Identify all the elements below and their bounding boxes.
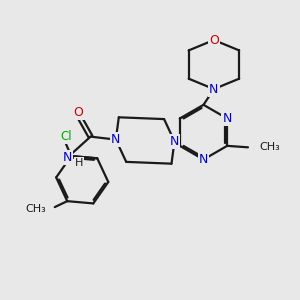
Text: N: N bbox=[170, 135, 179, 148]
Text: CH₃: CH₃ bbox=[25, 204, 46, 214]
Text: O: O bbox=[74, 106, 84, 119]
Text: CH₃: CH₃ bbox=[259, 142, 280, 152]
Text: Cl: Cl bbox=[60, 130, 72, 143]
Text: H: H bbox=[74, 158, 83, 168]
Text: N: N bbox=[209, 82, 219, 96]
Text: N: N bbox=[63, 151, 72, 164]
Text: O: O bbox=[209, 34, 219, 46]
Text: N: N bbox=[111, 133, 121, 146]
Text: N: N bbox=[223, 112, 232, 125]
Text: N: N bbox=[199, 153, 208, 166]
